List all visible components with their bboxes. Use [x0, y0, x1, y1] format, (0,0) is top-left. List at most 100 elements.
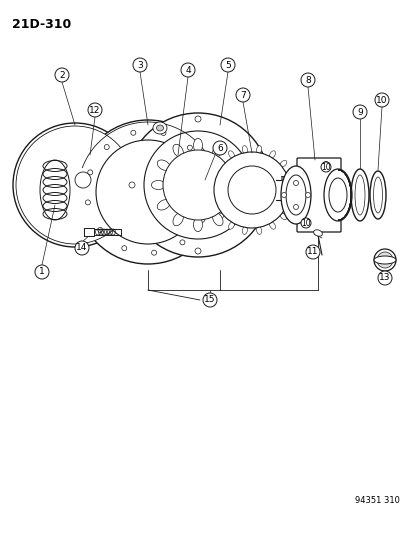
Ellipse shape — [121, 246, 126, 251]
Ellipse shape — [279, 160, 286, 167]
Ellipse shape — [76, 120, 219, 264]
Ellipse shape — [285, 175, 305, 215]
Text: 4: 4 — [185, 66, 190, 75]
Text: 10: 10 — [375, 95, 387, 104]
Circle shape — [320, 162, 330, 172]
Ellipse shape — [281, 192, 286, 198]
Circle shape — [305, 245, 319, 259]
Ellipse shape — [104, 144, 109, 150]
Ellipse shape — [373, 249, 395, 271]
Circle shape — [202, 293, 216, 307]
Ellipse shape — [173, 213, 183, 226]
Ellipse shape — [293, 205, 298, 209]
Ellipse shape — [129, 182, 135, 188]
Ellipse shape — [75, 172, 91, 188]
Ellipse shape — [288, 188, 296, 192]
Text: 11: 11 — [306, 247, 318, 256]
Text: 94351 310: 94351 310 — [354, 496, 399, 505]
Ellipse shape — [151, 181, 165, 190]
Ellipse shape — [209, 201, 217, 207]
Ellipse shape — [313, 230, 322, 236]
Ellipse shape — [216, 213, 223, 220]
Ellipse shape — [85, 200, 90, 205]
Ellipse shape — [286, 173, 294, 179]
Ellipse shape — [193, 139, 202, 152]
Ellipse shape — [96, 140, 199, 244]
Ellipse shape — [269, 151, 275, 158]
Ellipse shape — [216, 160, 223, 167]
Ellipse shape — [16, 126, 134, 244]
Ellipse shape — [161, 131, 166, 135]
Ellipse shape — [228, 151, 234, 158]
FancyBboxPatch shape — [296, 158, 340, 232]
Ellipse shape — [269, 222, 275, 229]
Circle shape — [180, 63, 195, 77]
Ellipse shape — [328, 178, 346, 212]
Circle shape — [374, 93, 388, 107]
Ellipse shape — [228, 166, 275, 214]
Ellipse shape — [199, 217, 204, 222]
Ellipse shape — [376, 252, 392, 268]
Ellipse shape — [228, 222, 234, 229]
Ellipse shape — [163, 150, 233, 220]
Ellipse shape — [209, 173, 217, 179]
Ellipse shape — [156, 125, 163, 131]
Text: 15: 15 — [204, 295, 215, 304]
Ellipse shape — [322, 161, 329, 168]
Ellipse shape — [212, 144, 223, 157]
Text: 14: 14 — [76, 244, 88, 253]
Ellipse shape — [279, 213, 286, 220]
Ellipse shape — [187, 145, 192, 150]
Ellipse shape — [293, 181, 298, 185]
Circle shape — [55, 68, 69, 82]
Ellipse shape — [206, 188, 214, 192]
Bar — [84, 228, 94, 236]
Ellipse shape — [126, 113, 269, 257]
Circle shape — [221, 58, 235, 72]
Circle shape — [133, 58, 147, 72]
Text: 12: 12 — [89, 106, 100, 115]
Ellipse shape — [151, 250, 156, 255]
Ellipse shape — [260, 182, 266, 188]
Ellipse shape — [193, 217, 202, 232]
Ellipse shape — [157, 199, 170, 210]
Ellipse shape — [305, 192, 310, 198]
Ellipse shape — [13, 123, 137, 247]
Text: 3: 3 — [137, 61, 142, 69]
Ellipse shape — [157, 160, 170, 171]
Text: 10: 10 — [320, 163, 330, 172]
Ellipse shape — [212, 213, 223, 226]
Text: 8: 8 — [304, 76, 310, 85]
Ellipse shape — [280, 166, 310, 224]
Ellipse shape — [97, 228, 102, 232]
Text: 5: 5 — [225, 61, 230, 69]
Ellipse shape — [354, 175, 364, 215]
Ellipse shape — [203, 171, 208, 176]
Ellipse shape — [225, 199, 238, 210]
Ellipse shape — [286, 201, 294, 207]
Circle shape — [377, 271, 391, 285]
Text: 13: 13 — [378, 273, 390, 282]
Ellipse shape — [173, 144, 183, 157]
Text: 6: 6 — [216, 143, 222, 152]
Ellipse shape — [242, 146, 247, 154]
Ellipse shape — [180, 240, 185, 245]
Ellipse shape — [256, 146, 261, 154]
Ellipse shape — [242, 227, 247, 235]
Circle shape — [235, 88, 249, 102]
Text: 7: 7 — [240, 91, 245, 100]
Circle shape — [212, 141, 226, 155]
Circle shape — [35, 265, 49, 279]
Ellipse shape — [230, 181, 244, 190]
Circle shape — [352, 105, 366, 119]
Ellipse shape — [350, 169, 368, 221]
Ellipse shape — [225, 160, 238, 171]
Ellipse shape — [373, 177, 382, 213]
Circle shape — [300, 73, 314, 87]
Text: 9: 9 — [356, 108, 362, 117]
Ellipse shape — [369, 171, 385, 219]
Text: 10: 10 — [301, 219, 310, 228]
Ellipse shape — [144, 131, 252, 239]
Ellipse shape — [195, 248, 201, 254]
Ellipse shape — [88, 170, 93, 175]
